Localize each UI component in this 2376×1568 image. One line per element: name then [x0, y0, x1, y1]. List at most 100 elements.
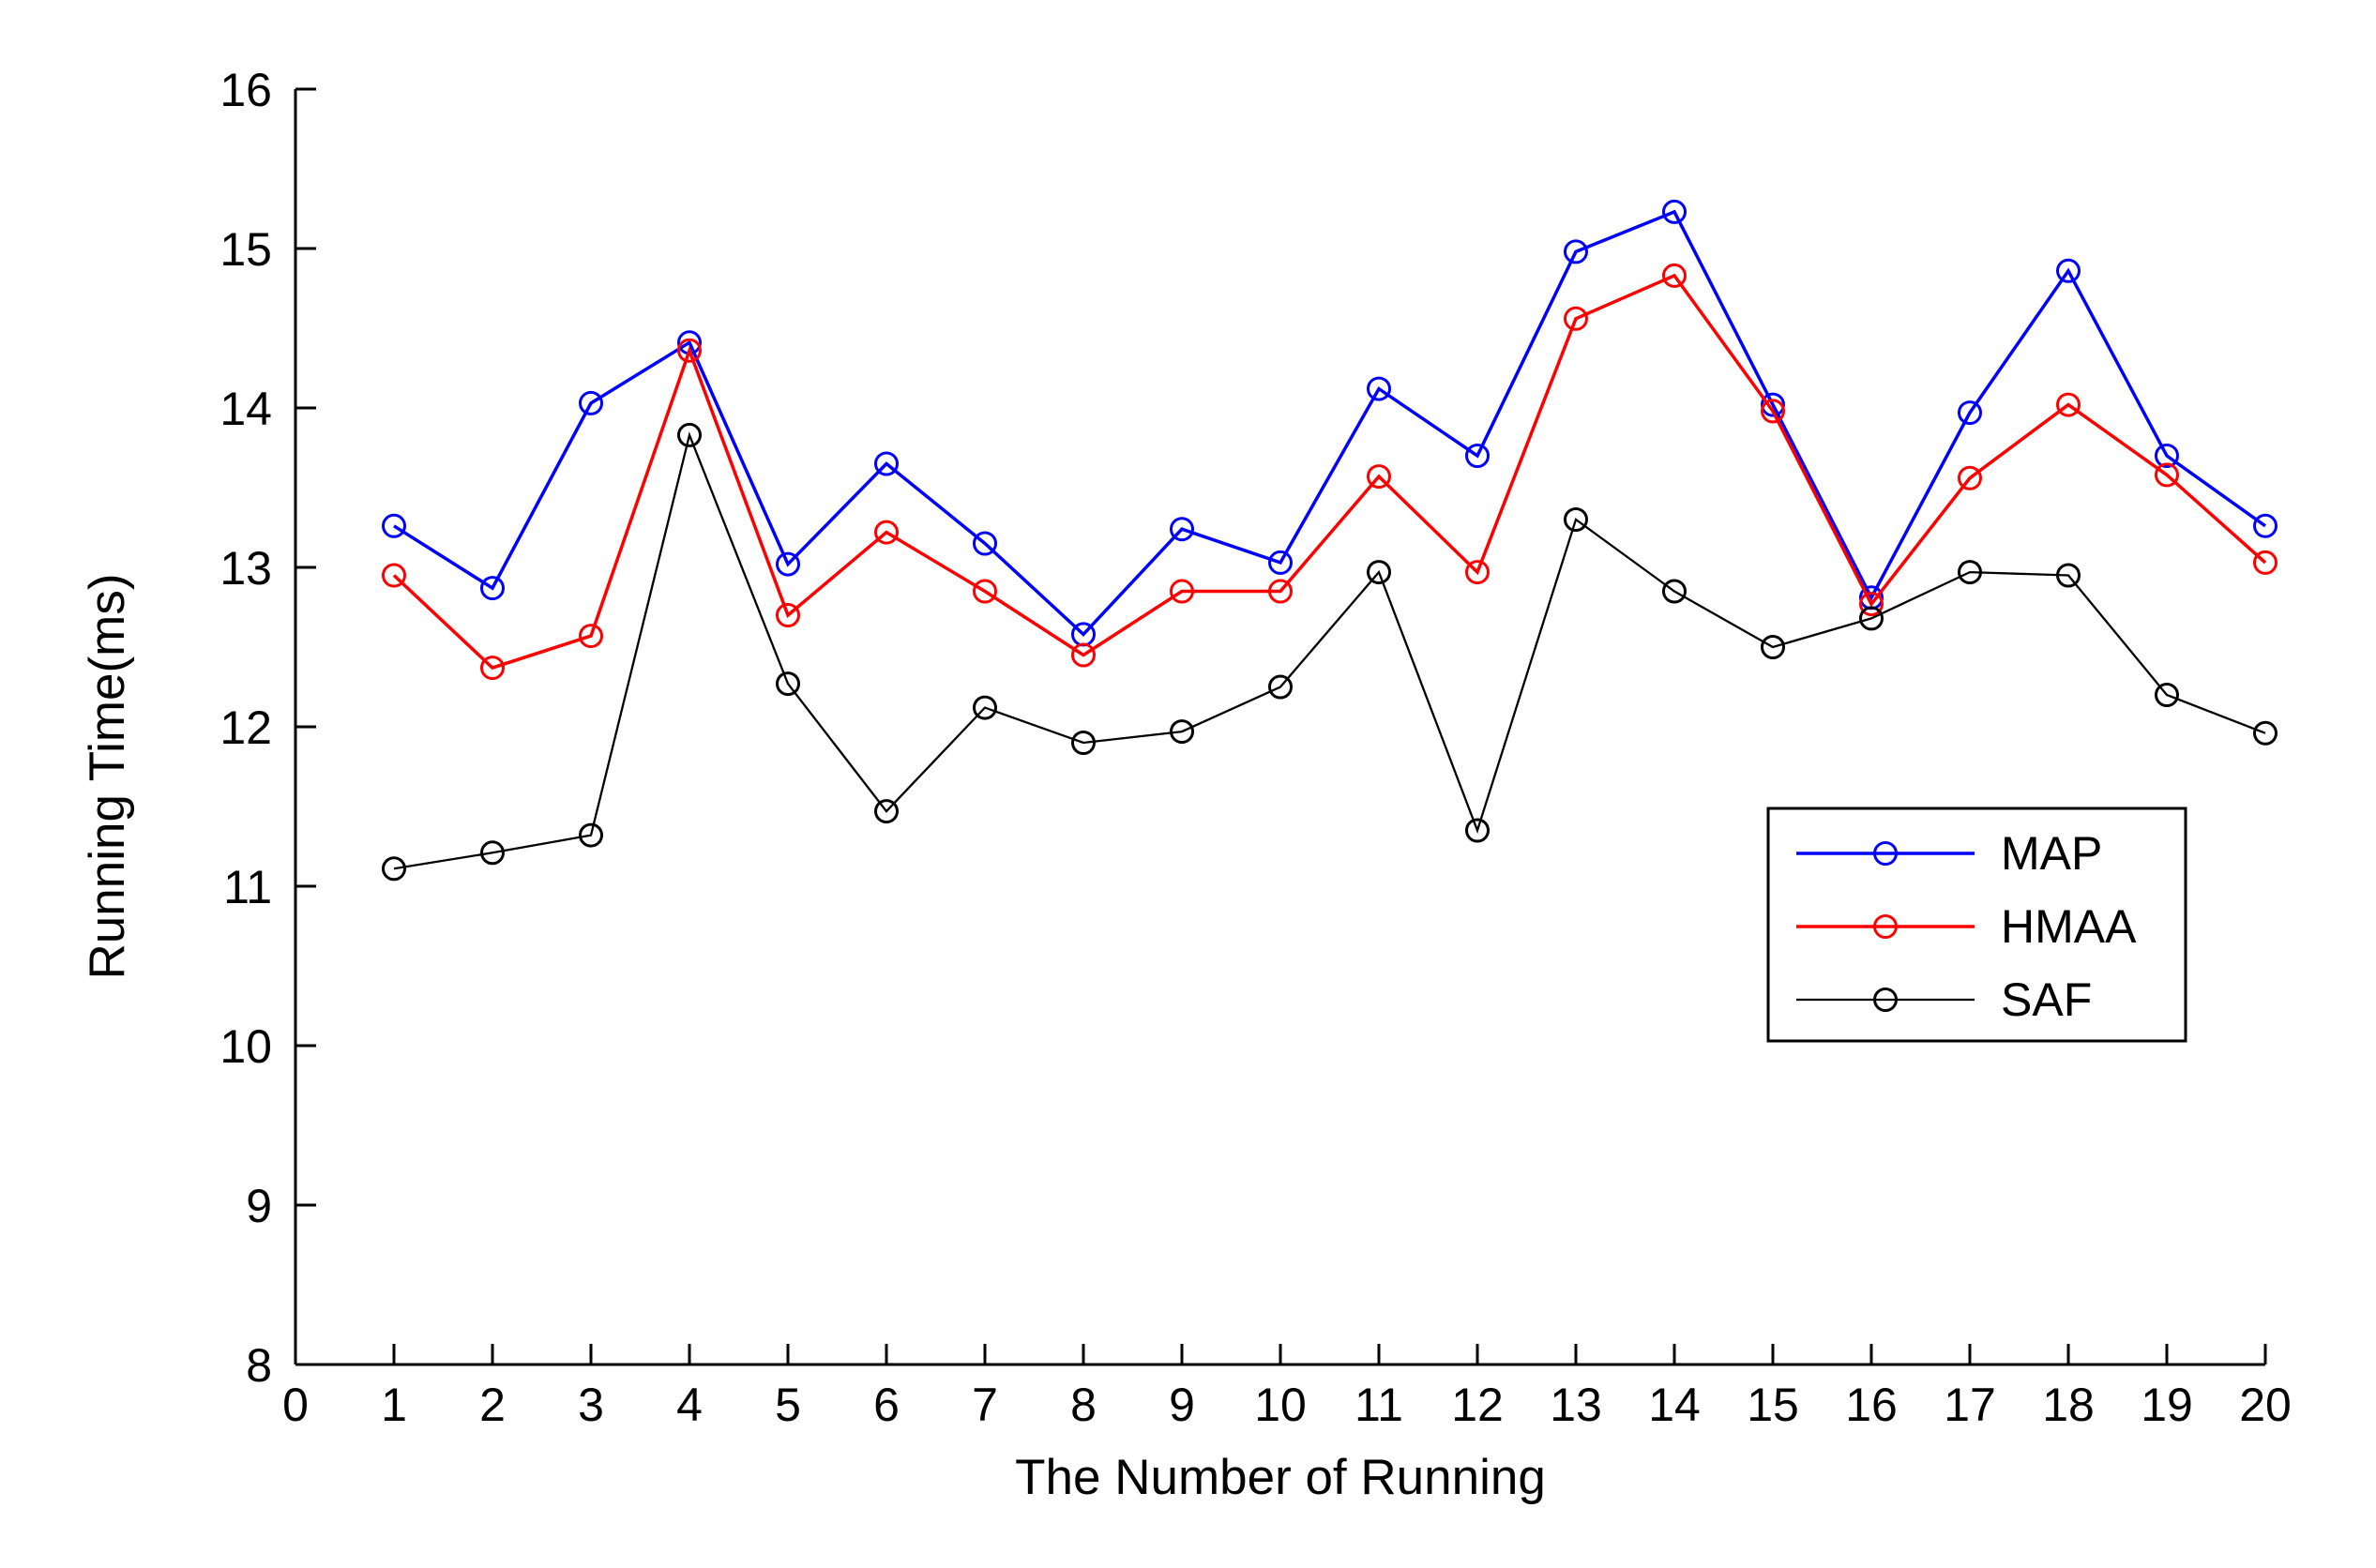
marker-map-17	[1958, 400, 1982, 426]
series-hmaa	[382, 263, 2278, 681]
marker-hmaa-17	[1958, 465, 1982, 490]
marker-hmaa-15	[1761, 399, 1785, 424]
marker-map-14	[1662, 199, 1687, 224]
x-tick-label: 4	[676, 1379, 703, 1431]
marker-map-15	[1761, 392, 1785, 417]
marker-saf-18	[2056, 563, 2081, 588]
marker-map-7	[973, 531, 997, 556]
marker-hmaa-16	[1859, 592, 1884, 617]
y-tick-label: 16	[219, 64, 272, 116]
marker-saf-7	[973, 695, 997, 720]
marker-saf-5	[776, 671, 800, 697]
x-tick-label: 19	[2141, 1379, 2193, 1431]
marker-map-10	[1268, 550, 1293, 575]
marker-saf-15	[1761, 635, 1785, 659]
marker-hmaa-18	[2056, 392, 2081, 417]
x-tick-label: 12	[1451, 1379, 1504, 1431]
marker-saf-10	[1268, 674, 1293, 700]
marker-saf-3	[579, 822, 603, 848]
marker-hmaa-7	[973, 579, 997, 604]
marker-saf-11	[1367, 560, 1391, 585]
marker-hmaa-11	[1367, 464, 1391, 490]
y-tick-label: 12	[219, 701, 272, 754]
x-tick-labels: 0 1 2 3 4 5 6 7 8 9 10 11 12 13 14 15 16 17 18 19 20	[282, 1379, 2292, 1431]
marker-saf-6	[874, 799, 899, 824]
y-tick-labels: 8 9 10 11 12 13 14 15 16	[219, 64, 272, 1392]
x-tick-label: 11	[1354, 1379, 1403, 1431]
marker-hmaa-5	[776, 603, 800, 627]
series-line-map	[393, 209, 2267, 637]
series-line-saf	[393, 431, 2266, 870]
x-tick-label: 20	[2239, 1379, 2292, 1431]
marker-map-11	[1367, 376, 1391, 401]
marker-map-13	[1564, 239, 1588, 264]
y-tick-label: 9	[246, 1180, 272, 1232]
y-tick-label: 15	[219, 223, 272, 276]
marker-map-5	[776, 551, 800, 577]
marker-hmaa-12	[1465, 560, 1490, 585]
marker-saf-12	[1465, 818, 1490, 843]
marker-saf-4	[677, 422, 702, 447]
marker-saf-13	[1564, 507, 1588, 532]
y-tick-label: 14	[219, 383, 272, 435]
marker-saf-9	[1170, 719, 1194, 745]
marker-map-1	[382, 513, 406, 538]
x-tick-label: 6	[873, 1379, 900, 1431]
x-tick-label: 17	[1944, 1379, 1996, 1431]
x-axis-label: The Number of Running	[1015, 1450, 1546, 1505]
x-tick-label: 1	[381, 1379, 407, 1431]
x-tick-label: 13	[1550, 1379, 1602, 1431]
legend-label-hmaa: HMAA	[2001, 900, 2137, 953]
x-tick-label: 14	[1648, 1379, 1701, 1431]
axes	[294, 87, 2267, 1366]
legend-label-saf: SAF	[2001, 973, 2092, 1026]
marker-saf-19	[2155, 683, 2179, 707]
x-tick-label: 18	[2042, 1379, 2095, 1431]
marker-saf-8	[1071, 731, 1096, 755]
marker-map-2	[480, 576, 505, 601]
marker-map-3	[579, 390, 603, 415]
legend: MAP HMAA SAF	[1766, 807, 2187, 1043]
y-axis-label: Running Time(ms)	[80, 574, 135, 980]
x-tick-label: 10	[1254, 1379, 1307, 1431]
marker-hmaa-4	[677, 338, 702, 363]
marker-hmaa-1	[382, 563, 406, 588]
marker-hmaa-2	[480, 656, 505, 681]
marker-hmaa-20	[2253, 550, 2278, 575]
x-tick-label: 15	[1747, 1379, 1799, 1431]
marker-saf-14	[1662, 579, 1687, 604]
marker-hmaa-19	[2155, 462, 2179, 488]
y-tick-label: 13	[219, 542, 272, 595]
marker-saf-1	[382, 856, 406, 882]
series-line-hmaa	[392, 273, 2267, 671]
legend-marker-map	[1873, 841, 1898, 866]
marker-saf-2	[480, 840, 505, 866]
marker-map-6	[874, 451, 899, 476]
marker-map-12	[1465, 444, 1490, 468]
y-tick-label: 10	[219, 1020, 272, 1073]
x-tick-label: 9	[1169, 1379, 1195, 1431]
marker-hmaa-14	[1662, 263, 1687, 288]
legend-item-saf: SAF	[1796, 973, 2092, 1026]
legend-label-map: MAP	[2001, 827, 2102, 880]
marker-hmaa-10	[1268, 579, 1293, 604]
x-tick-label: 2	[479, 1379, 506, 1431]
x-tick-label: 0	[282, 1379, 309, 1431]
legend-item-map: MAP	[1796, 827, 2102, 880]
marker-map-18	[2056, 258, 2081, 283]
marker-saf-16	[1859, 606, 1884, 631]
marker-hmaa-8	[1071, 642, 1096, 668]
marker-hmaa-3	[579, 624, 603, 649]
legend-marker-hmaa	[1873, 914, 1898, 939]
marker-hmaa-6	[874, 520, 899, 545]
x-tick-label: 7	[972, 1379, 998, 1431]
x-tick-label: 3	[578, 1379, 604, 1431]
marker-saf-20	[2253, 720, 2278, 746]
x-tick-label: 8	[1070, 1379, 1097, 1431]
marker-map-9	[1170, 517, 1194, 542]
series-map	[382, 199, 2278, 647]
marker-hmaa-9	[1170, 579, 1194, 604]
x-tick-label: 16	[1845, 1379, 1898, 1431]
